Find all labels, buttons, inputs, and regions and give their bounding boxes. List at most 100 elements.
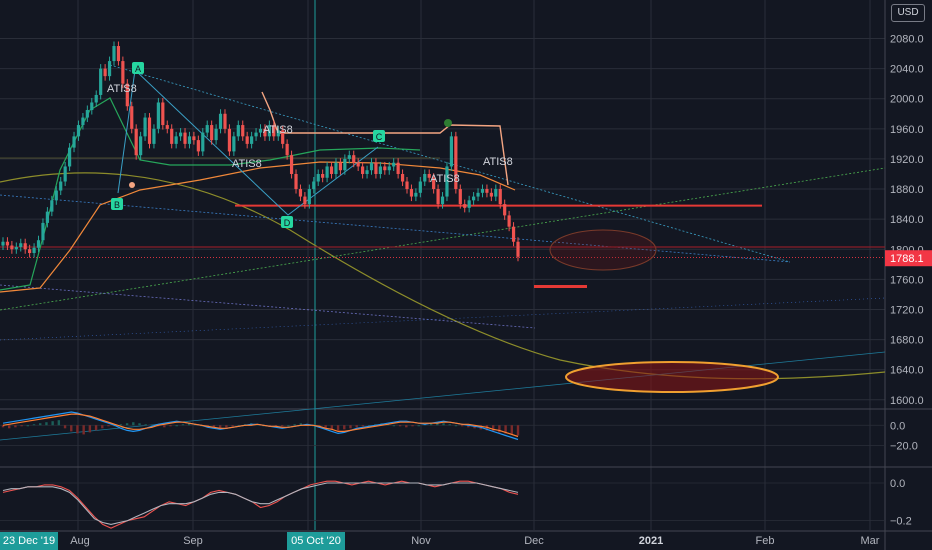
candle-body[interactable]: [147, 117, 152, 144]
candle-body[interactable]: [516, 241, 520, 257]
candle-body[interactable]: [178, 132, 183, 137]
candle-body[interactable]: [121, 61, 125, 84]
candle-body[interactable]: [36, 240, 41, 248]
candle-body[interactable]: [298, 189, 303, 197]
candle-body[interactable]: [289, 155, 294, 174]
candle-body[interactable]: [303, 196, 307, 205]
candle-body[interactable]: [45, 211, 49, 223]
candle-body[interactable]: [414, 192, 418, 197]
candle-body[interactable]: [472, 196, 476, 201]
candle-body[interactable]: [405, 181, 409, 190]
candle-body[interactable]: [161, 102, 165, 126]
candle-body[interactable]: [485, 189, 489, 193]
candle-body[interactable]: [458, 189, 462, 205]
target-ellipse-2[interactable]: [565, 361, 779, 393]
candle-body[interactable]: [81, 117, 85, 126]
candle-body[interactable]: [511, 226, 516, 242]
candle-body[interactable]: [454, 136, 458, 190]
candle-body[interactable]: [125, 83, 129, 107]
target-ellipse-1[interactable]: [549, 229, 657, 271]
candle-body[interactable]: [99, 68, 103, 95]
candle-body[interactable]: [374, 162, 378, 174]
candle-body[interactable]: [392, 162, 396, 167]
candle-body[interactable]: [165, 125, 169, 129]
candle-body[interactable]: [67, 147, 72, 167]
candle-body[interactable]: [343, 158, 347, 171]
candle-body[interactable]: [236, 125, 240, 137]
candle-body[interactable]: [383, 166, 387, 171]
candle-body[interactable]: [427, 173, 431, 178]
candle-body[interactable]: [90, 102, 94, 111]
candle-body[interactable]: [276, 130, 280, 137]
candle-body[interactable]: [378, 166, 382, 174]
candle-body[interactable]: [432, 177, 436, 190]
candle-body[interactable]: [325, 166, 329, 178]
candle-body[interactable]: [307, 189, 311, 205]
candle-body[interactable]: [409, 189, 414, 197]
candle-body[interactable]: [187, 136, 192, 144]
candle-body[interactable]: [338, 162, 343, 171]
candle-body[interactable]: [23, 243, 27, 250]
candle-body[interactable]: [19, 243, 23, 248]
candle-body[interactable]: [334, 162, 338, 174]
candle-body[interactable]: [250, 136, 254, 144]
candle-body[interactable]: [263, 128, 267, 137]
candle-body[interactable]: [436, 189, 440, 205]
candle-body[interactable]: [418, 181, 422, 193]
candle-body[interactable]: [5, 241, 10, 246]
candle-body[interactable]: [347, 155, 351, 159]
candle-body[interactable]: [400, 173, 405, 182]
candle-body[interactable]: [50, 200, 54, 212]
candle-body[interactable]: [361, 166, 365, 174]
candle-body[interactable]: [254, 132, 258, 137]
candle-body[interactable]: [72, 136, 76, 148]
candle-body[interactable]: [107, 61, 112, 77]
candle-body[interactable]: [281, 130, 285, 144]
candle-body[interactable]: [59, 181, 63, 191]
candle-body[interactable]: [245, 136, 249, 144]
candle-body[interactable]: [14, 247, 18, 250]
candle-body[interactable]: [267, 125, 271, 137]
candle-body[interactable]: [94, 94, 98, 103]
candle-body[interactable]: [134, 128, 138, 156]
candle-body[interactable]: [258, 128, 263, 133]
currency-badge[interactable]: USD: [891, 4, 925, 22]
candle-body[interactable]: [241, 125, 245, 137]
candle-body[interactable]: [152, 128, 156, 144]
candle-body[interactable]: [232, 136, 236, 152]
candle-body[interactable]: [352, 155, 356, 163]
candle-body[interactable]: [143, 117, 147, 137]
pattern-point-marker[interactable]: [373, 130, 385, 142]
candle-body[interactable]: [272, 125, 276, 137]
candle-body[interactable]: [445, 166, 449, 197]
candle-body[interactable]: [285, 143, 289, 156]
candle-body[interactable]: [130, 106, 134, 129]
candle-body[interactable]: [494, 189, 498, 197]
candle-body[interactable]: [369, 162, 374, 171]
candle-body[interactable]: [329, 166, 334, 174]
candle-body[interactable]: [112, 46, 116, 62]
candle-body[interactable]: [356, 162, 360, 167]
pattern-point-marker[interactable]: [132, 62, 144, 74]
candle-body[interactable]: [503, 204, 507, 216]
candle-body[interactable]: [498, 189, 502, 205]
candle-body[interactable]: [10, 245, 14, 250]
candle-body[interactable]: [218, 113, 223, 129]
candle-body[interactable]: [116, 46, 121, 62]
pattern-point-marker[interactable]: [281, 216, 293, 228]
candle-body[interactable]: [316, 173, 320, 182]
candle-body[interactable]: [294, 173, 298, 190]
candle-body[interactable]: [214, 128, 218, 141]
candle-body[interactable]: [156, 102, 160, 129]
candle-body[interactable]: [41, 222, 45, 241]
candle-body[interactable]: [139, 136, 143, 156]
candle-body[interactable]: [196, 140, 200, 152]
candle-body[interactable]: [387, 166, 391, 171]
candle-body[interactable]: [205, 125, 209, 133]
candle-body[interactable]: [489, 192, 493, 197]
candle-body[interactable]: [54, 190, 58, 201]
candle-body[interactable]: [396, 162, 400, 174]
candle-body[interactable]: [210, 125, 214, 141]
